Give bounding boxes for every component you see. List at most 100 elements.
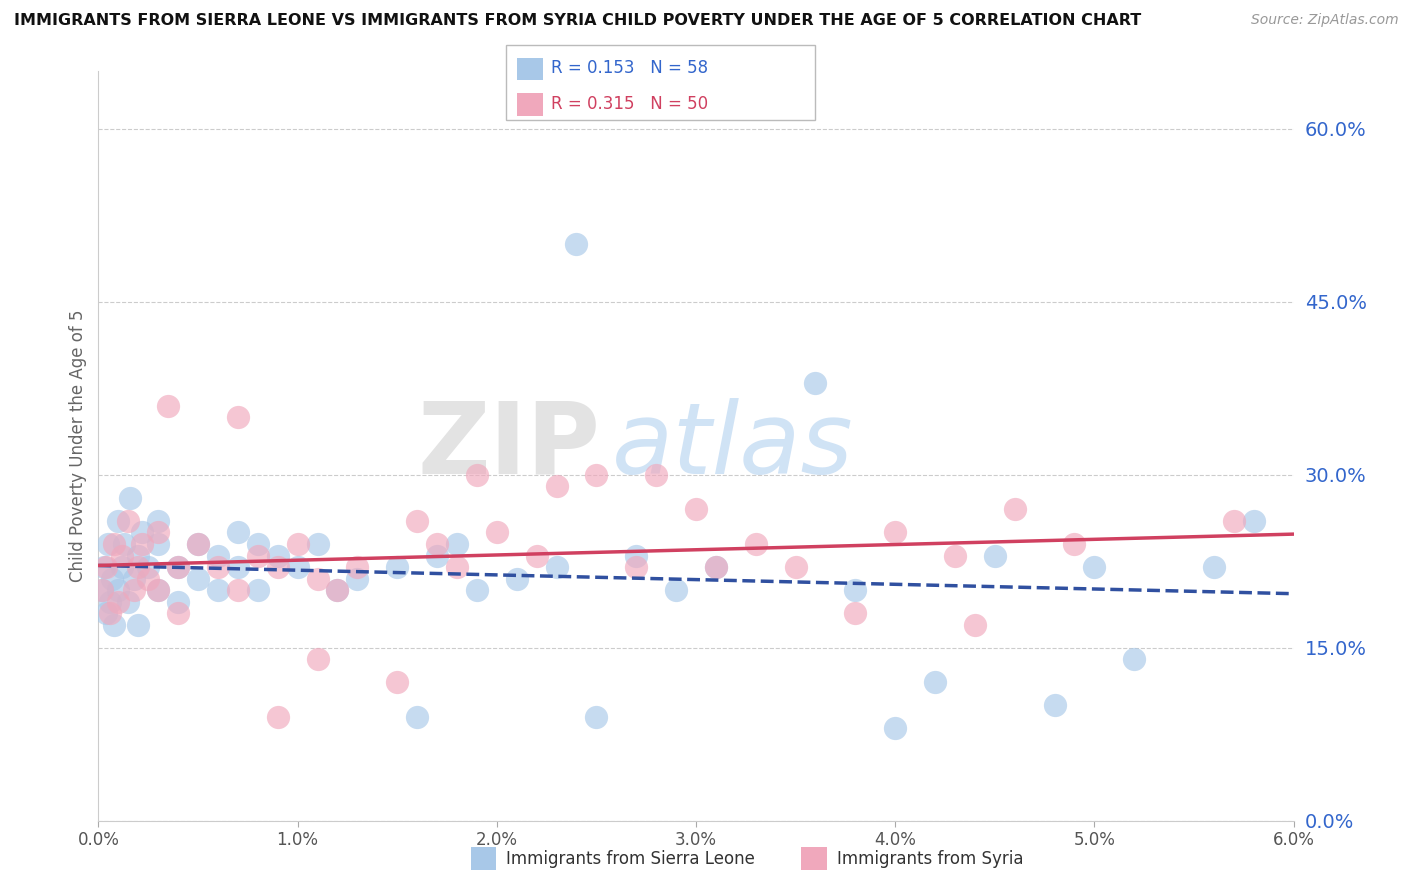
Point xyxy=(426,549,449,563)
Point xyxy=(704,560,727,574)
Point xyxy=(131,537,153,551)
Point xyxy=(1004,502,1026,516)
Point xyxy=(1223,514,1246,528)
Point xyxy=(157,399,180,413)
Point xyxy=(346,560,368,574)
Point xyxy=(246,583,269,598)
Point xyxy=(111,549,134,563)
Point xyxy=(127,560,149,574)
Point xyxy=(884,525,907,540)
Point xyxy=(91,583,114,598)
Point xyxy=(1043,698,1066,713)
Point xyxy=(804,376,827,390)
Point xyxy=(506,572,529,586)
Text: Immigrants from Syria: Immigrants from Syria xyxy=(837,850,1024,868)
Text: Source: ZipAtlas.com: Source: ZipAtlas.com xyxy=(1251,13,1399,28)
Point xyxy=(117,594,139,608)
Point xyxy=(665,583,688,598)
Point xyxy=(226,583,249,598)
Point xyxy=(626,560,648,574)
Point xyxy=(226,525,249,540)
Point xyxy=(1123,652,1146,666)
Point xyxy=(107,514,129,528)
Point xyxy=(546,560,568,574)
Point xyxy=(267,560,290,574)
Point xyxy=(745,537,768,551)
Point xyxy=(148,583,170,598)
Point xyxy=(103,617,125,632)
Point xyxy=(307,537,329,551)
Point xyxy=(1243,514,1265,528)
Point xyxy=(112,537,135,551)
Point xyxy=(98,606,122,620)
Point xyxy=(136,572,159,586)
Text: ZIP: ZIP xyxy=(418,398,600,494)
Point xyxy=(943,549,966,563)
Point xyxy=(131,525,153,540)
Text: R = 0.153   N = 58: R = 0.153 N = 58 xyxy=(551,60,709,78)
Point xyxy=(1083,560,1105,574)
Point xyxy=(267,549,290,563)
Point xyxy=(127,549,149,563)
Point xyxy=(645,467,668,482)
Point xyxy=(585,710,607,724)
Point xyxy=(107,583,129,598)
Point xyxy=(1063,537,1085,551)
Point xyxy=(103,537,125,551)
Point xyxy=(91,583,114,598)
Point xyxy=(246,537,269,551)
Point xyxy=(207,583,229,598)
Point xyxy=(124,572,146,586)
Point xyxy=(844,606,866,620)
Point xyxy=(136,560,159,574)
Text: R = 0.315   N = 50: R = 0.315 N = 50 xyxy=(551,95,709,113)
Point xyxy=(148,537,170,551)
Point xyxy=(844,583,866,598)
Point xyxy=(785,560,807,574)
Point xyxy=(626,549,648,563)
Point xyxy=(406,710,429,724)
Point xyxy=(226,410,249,425)
Point xyxy=(98,594,122,608)
Point xyxy=(148,514,170,528)
Point xyxy=(111,560,134,574)
Point xyxy=(446,560,468,574)
Point xyxy=(704,560,727,574)
Point xyxy=(426,537,449,551)
Point xyxy=(924,675,946,690)
Point xyxy=(465,467,488,482)
Point xyxy=(287,537,309,551)
Point xyxy=(685,502,707,516)
Point xyxy=(546,479,568,493)
Point xyxy=(167,606,190,620)
Point xyxy=(167,560,190,574)
Point xyxy=(127,617,149,632)
Y-axis label: Child Poverty Under the Age of 5: Child Poverty Under the Age of 5 xyxy=(69,310,87,582)
Point xyxy=(326,583,349,598)
Point xyxy=(884,722,907,736)
Point xyxy=(326,583,349,598)
Point xyxy=(963,617,986,632)
Point xyxy=(120,491,142,505)
Text: atlas: atlas xyxy=(613,398,853,494)
Point xyxy=(526,549,548,563)
Point xyxy=(406,514,429,528)
Text: Immigrants from Sierra Leone: Immigrants from Sierra Leone xyxy=(506,850,755,868)
Point xyxy=(246,549,269,563)
Text: IMMIGRANTS FROM SIERRA LEONE VS IMMIGRANTS FROM SYRIA CHILD POVERTY UNDER THE AG: IMMIGRANTS FROM SIERRA LEONE VS IMMIGRAN… xyxy=(14,13,1142,29)
Point xyxy=(187,537,209,551)
Point xyxy=(565,237,588,252)
Point xyxy=(307,652,329,666)
Point xyxy=(148,525,170,540)
Point xyxy=(346,572,368,586)
Point xyxy=(207,549,229,563)
Point xyxy=(97,537,120,551)
Point xyxy=(96,606,118,620)
Point xyxy=(984,549,1007,563)
Point xyxy=(465,583,488,598)
Point xyxy=(307,572,329,586)
Point xyxy=(1202,560,1225,574)
Point xyxy=(107,594,129,608)
Point xyxy=(446,537,468,551)
Point xyxy=(93,560,115,574)
